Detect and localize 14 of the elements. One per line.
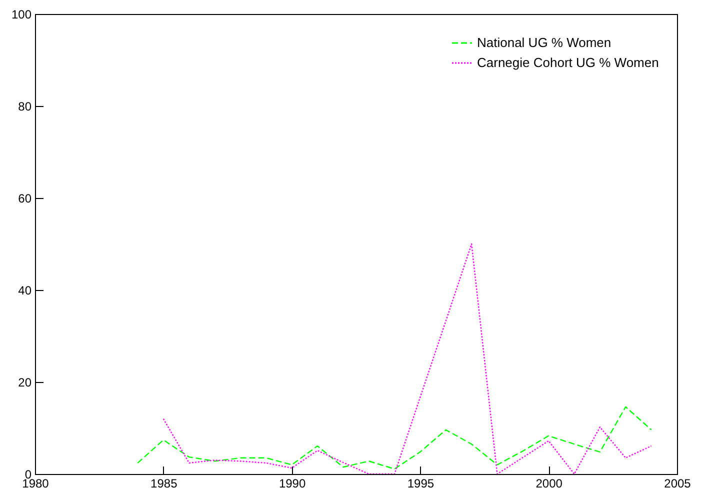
y-tick-label: 40 xyxy=(18,284,32,298)
legend-label: Carnegie Cohort UG % Women xyxy=(477,55,659,70)
y-tick-label: 60 xyxy=(18,192,32,206)
x-tick-label: 2000 xyxy=(536,476,563,490)
x-tick-label: 1990 xyxy=(278,476,306,490)
y-tick-label: 100 xyxy=(11,8,32,22)
x-tick-label: 1985 xyxy=(150,476,178,490)
line-series xyxy=(162,243,652,474)
x-tick-label: 1995 xyxy=(407,476,434,490)
line-series xyxy=(137,406,652,470)
x-tick-label: 2005 xyxy=(664,476,692,490)
y-tick-label: 20 xyxy=(18,376,32,390)
legend-label: National UG % Women xyxy=(477,35,612,50)
y-tick-label: 80 xyxy=(18,100,32,114)
